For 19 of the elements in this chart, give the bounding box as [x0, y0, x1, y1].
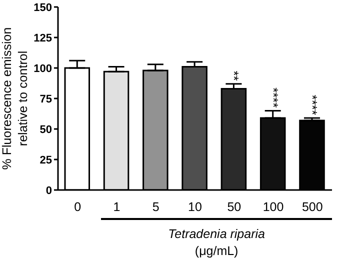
annotation: **: [226, 70, 242, 81]
annotation: ****: [304, 94, 320, 116]
y-tick-label: 150: [34, 2, 52, 14]
x-tick-label: 50: [227, 200, 242, 214]
x-axis-title: Tetradenia riparia (μg/mL): [168, 227, 266, 258]
y-tick-label: 125: [34, 32, 52, 44]
y-tick-label: 0: [46, 184, 52, 197]
x-tick-label: 10: [188, 200, 202, 214]
y-tick-label: 50: [40, 124, 52, 136]
y-tick-label: 100: [34, 62, 52, 75]
x-tick-label: 100: [262, 200, 284, 214]
y-axis-title: % Fluorescence emission relative to control: [0, 27, 30, 170]
y-tick-label: 75: [40, 93, 52, 106]
x-tick-label: 1: [113, 200, 120, 214]
x-tick-label: 5: [152, 200, 160, 214]
annotation: ****: [266, 87, 281, 108]
x-tick-label: 500: [302, 200, 323, 214]
x-tick-label: 0: [74, 200, 82, 214]
y-tick-label: 25: [40, 154, 52, 166]
